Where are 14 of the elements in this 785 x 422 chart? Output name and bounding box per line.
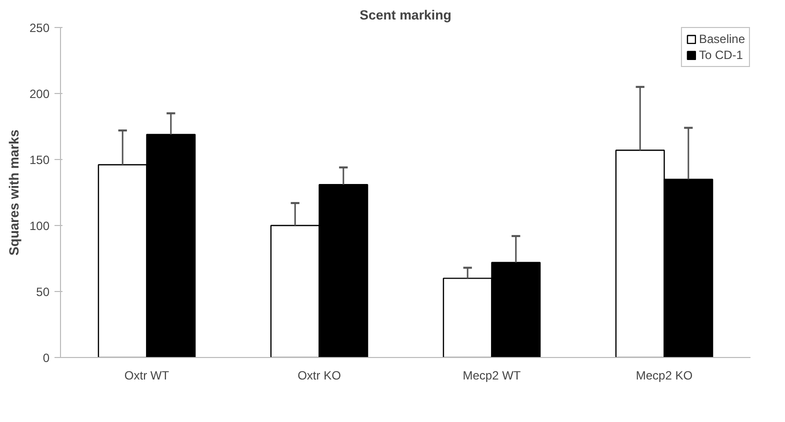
x-tick-label: Mecp2 WT [462, 368, 522, 382]
y-tick-label: 0 [42, 351, 50, 365]
y-axis-title: Squares with marks [6, 130, 22, 256]
y-tick-label: 200 [29, 87, 50, 101]
legend-label: Baseline [698, 32, 745, 46]
y-tick-label: 250 [29, 21, 50, 35]
legend-label: To CD-1 [698, 48, 743, 62]
chart-title: Scent marking [360, 8, 452, 22]
y-tick-label: 50 [36, 285, 50, 299]
x-tick-label: Oxtr KO [298, 368, 341, 382]
y-tick-label: 100 [29, 219, 50, 233]
y-tick-label: 150 [29, 153, 50, 167]
x-tick-label: Mecp2 KO [636, 368, 693, 382]
x-tick-label: Oxtr WT [124, 368, 170, 382]
